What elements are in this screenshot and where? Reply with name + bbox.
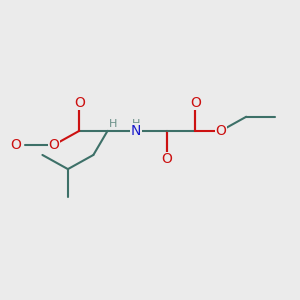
Text: O: O [190, 96, 201, 110]
Text: O: O [10, 138, 21, 152]
Text: O: O [48, 138, 59, 152]
Text: O: O [161, 152, 172, 166]
Text: H: H [108, 119, 117, 129]
Text: O: O [74, 96, 85, 110]
Text: O: O [215, 124, 226, 138]
Text: N: N [131, 124, 141, 138]
Text: H: H [132, 119, 140, 129]
Text: O: O [48, 138, 59, 152]
